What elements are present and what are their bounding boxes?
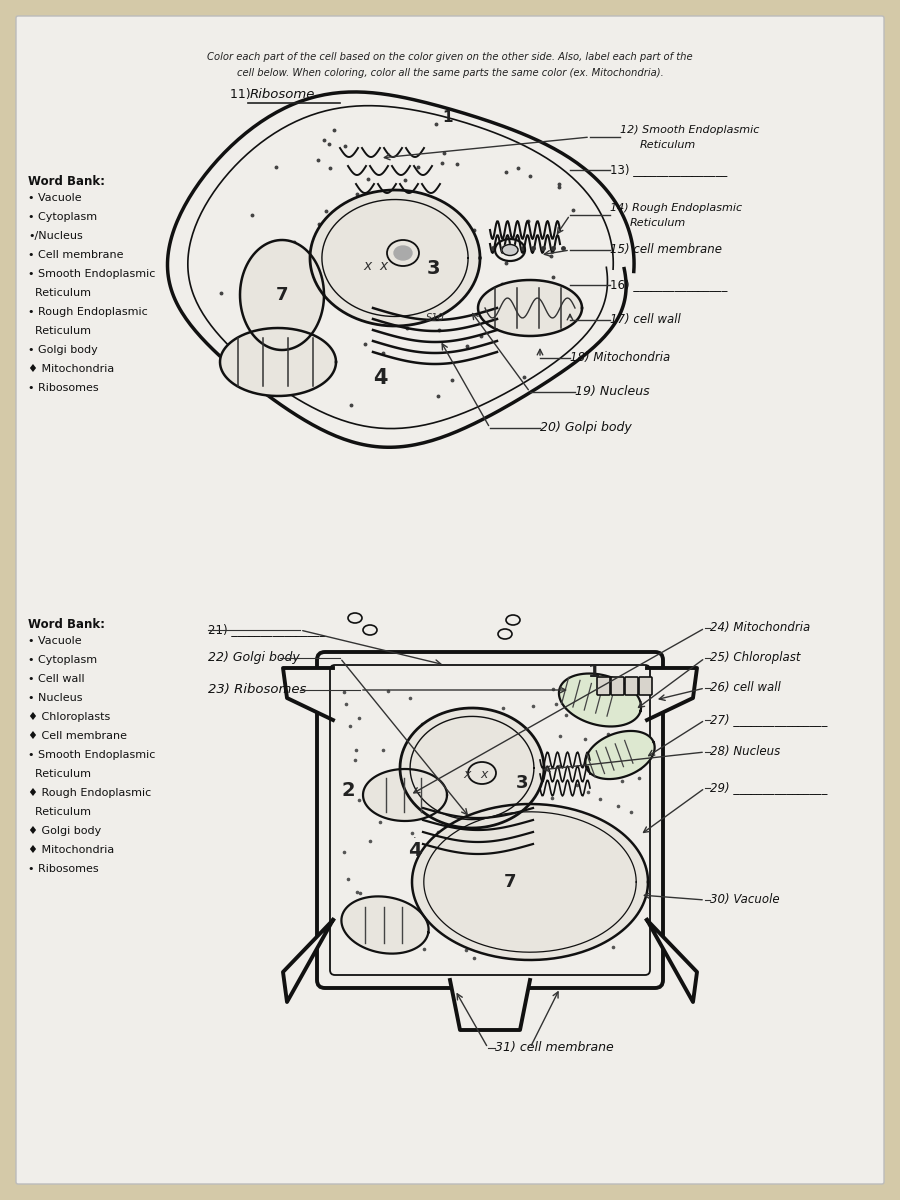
Text: 7: 7 [504,874,517,890]
Text: ♦ Cell membrane: ♦ Cell membrane [28,731,127,740]
Polygon shape [240,240,324,350]
Text: 14) Rough Endoplasmic: 14) Rough Endoplasmic [610,203,742,214]
Polygon shape [220,328,336,396]
Text: • Vacuole: • Vacuole [28,193,82,203]
Text: • Vacuole: • Vacuole [28,636,82,646]
Text: 18) Mitochondria: 18) Mitochondria [570,352,670,365]
Text: 3: 3 [516,774,528,792]
Text: • Smooth Endoplasmic: • Smooth Endoplasmic [28,750,156,760]
Text: Reticulum: Reticulum [28,806,91,817]
Ellipse shape [502,245,518,256]
Text: 20) Golpi body: 20) Golpi body [540,421,632,434]
Text: • Ribosomes: • Ribosomes [28,383,99,392]
Polygon shape [478,280,582,336]
Text: • Rough Endoplasmic: • Rough Endoplasmic [28,307,148,317]
Text: 16) ________________: 16) ________________ [610,278,727,292]
Text: 21) ________________: 21) ________________ [208,624,326,636]
Text: S10: S10 [426,313,445,323]
Text: 7: 7 [275,286,288,304]
Text: 13) ________________: 13) ________________ [610,163,727,176]
Text: 25) Chloroplast: 25) Chloroplast [710,652,800,665]
Polygon shape [450,980,530,1030]
Text: x: x [363,259,371,272]
Text: 23) Ribosomes: 23) Ribosomes [208,684,306,696]
FancyBboxPatch shape [639,677,652,695]
Polygon shape [283,920,333,1002]
Text: 26) cell wall: 26) cell wall [710,682,781,695]
Text: Reticulum: Reticulum [640,140,697,150]
Text: Reticulum: Reticulum [630,218,686,228]
Text: x: x [464,768,471,780]
Text: 22) Golgi body: 22) Golgi body [208,652,300,665]
Text: • Nucleus: • Nucleus [28,692,83,703]
Polygon shape [412,804,648,960]
FancyBboxPatch shape [597,677,610,695]
Text: ♦ Chloroplasts: ♦ Chloroplasts [28,712,110,722]
Text: ♦ Mitochondria: ♦ Mitochondria [28,845,114,854]
Text: Reticulum: Reticulum [28,326,91,336]
Text: 30) Vacuole: 30) Vacuole [710,894,779,906]
Text: ♦ Mitochondria: ♦ Mitochondria [28,364,114,374]
Text: 31) cell membrane: 31) cell membrane [495,1042,614,1055]
Text: • Golgi body: • Golgi body [28,346,98,355]
FancyBboxPatch shape [625,677,638,695]
Polygon shape [585,731,654,779]
Text: 2: 2 [341,780,355,799]
Text: Reticulum: Reticulum [28,769,91,779]
Polygon shape [559,673,641,726]
Text: 1: 1 [443,110,454,126]
Text: 15) cell membrane: 15) cell membrane [610,244,722,257]
Polygon shape [400,708,544,828]
Text: 3: 3 [427,258,440,277]
Text: 24) Mitochondria: 24) Mitochondria [710,622,810,635]
Text: 1: 1 [588,662,600,680]
Text: • Cell wall: • Cell wall [28,674,85,684]
Polygon shape [310,190,480,326]
Text: x: x [481,768,488,780]
Text: • Ribosomes: • Ribosomes [28,864,99,874]
Text: cell below. When coloring, color all the same parts the same color (ex. Mitochon: cell below. When coloring, color all the… [237,68,663,78]
Text: 4: 4 [373,368,387,388]
Ellipse shape [394,246,412,260]
Text: • Cell membrane: • Cell membrane [28,250,123,260]
Text: Reticulum: Reticulum [28,288,91,298]
Text: .: . [413,830,417,840]
Text: • Smooth Endoplasmic: • Smooth Endoplasmic [28,269,156,278]
Polygon shape [341,896,428,954]
Text: Color each part of the cell based on the color given on the other side. Also, la: Color each part of the cell based on the… [207,52,693,62]
Polygon shape [363,769,447,821]
Polygon shape [283,668,333,720]
Polygon shape [647,920,697,1002]
Text: •/Nucleus: •/Nucleus [28,230,83,241]
Polygon shape [167,92,634,448]
Text: ♦ Rough Endoplasmic: ♦ Rough Endoplasmic [28,788,151,798]
Text: x: x [379,259,387,272]
Text: 4: 4 [409,840,422,859]
Text: Word Bank:: Word Bank: [28,175,105,188]
Text: 12) Smooth Endoplasmic: 12) Smooth Endoplasmic [620,125,760,134]
Text: 27) ________________: 27) ________________ [710,714,827,726]
Text: ♦ Golgi body: ♦ Golgi body [28,826,101,836]
Text: • Cytoplasm: • Cytoplasm [28,212,97,222]
Text: 17) cell wall: 17) cell wall [610,313,680,326]
Text: Word Bank:: Word Bank: [28,618,105,631]
Text: 29) ________________: 29) ________________ [710,781,827,794]
FancyBboxPatch shape [611,677,624,695]
Text: • Cytoplasm: • Cytoplasm [28,655,97,665]
FancyBboxPatch shape [16,16,884,1184]
Text: 11): 11) [230,88,255,101]
Text: 19) Nucleus: 19) Nucleus [575,385,650,398]
Text: 28) Nucleus: 28) Nucleus [710,745,780,758]
Text: Ribosome: Ribosome [250,88,315,101]
FancyBboxPatch shape [317,652,663,988]
Polygon shape [647,668,697,720]
